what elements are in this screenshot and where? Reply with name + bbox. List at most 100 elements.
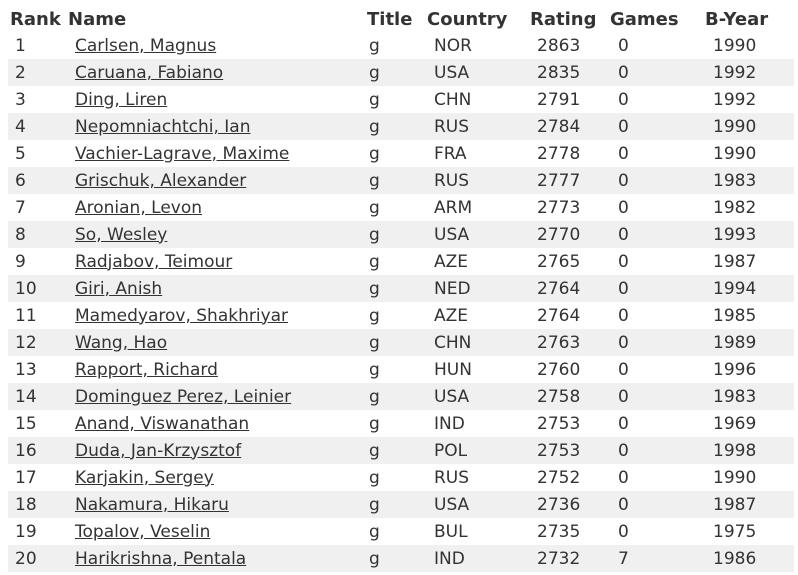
games-cell: 0 bbox=[618, 35, 629, 56]
title-cell: g bbox=[369, 413, 380, 434]
table-row: 5 Vachier-Lagrave, Maxime g FRA 2778 0 1990 bbox=[8, 140, 794, 167]
table-row: 20 Harikrishna, Pentala g IND 2732 7 1986 bbox=[8, 545, 794, 572]
country-cell: RUS bbox=[434, 116, 470, 137]
player-name-cell: Radjabov, Teimour bbox=[68, 248, 365, 275]
country-cell: ARM bbox=[434, 197, 473, 218]
title-cell: g bbox=[369, 62, 380, 83]
player-name-link[interactable]: Nakamura, Hikaru bbox=[75, 494, 229, 515]
title-cell: g bbox=[369, 548, 380, 569]
player-name-cell: Rapport, Richard bbox=[68, 356, 365, 383]
rank-cell: 3 bbox=[15, 89, 26, 110]
rating-cell: 2760 bbox=[537, 359, 581, 380]
player-name-cell: Wang, Hao bbox=[68, 329, 365, 356]
player-name-link[interactable]: Radjabov, Teimour bbox=[75, 251, 233, 272]
player-name-link[interactable]: Nepomniachtchi, Ian bbox=[75, 116, 251, 137]
title-cell: g bbox=[369, 89, 380, 110]
birth-year-cell: 1969 bbox=[713, 413, 757, 434]
player-name-link[interactable]: Dominguez Perez, Leinier bbox=[75, 386, 292, 407]
rating-cell: 2835 bbox=[537, 62, 581, 83]
player-name-cell: Aronian, Levon bbox=[68, 194, 365, 221]
player-name-cell: Karjakin, Sergey bbox=[68, 464, 365, 491]
rating-cell: 2791 bbox=[537, 89, 581, 110]
rank-cell: 4 bbox=[15, 116, 26, 137]
player-name-link[interactable]: Vachier-Lagrave, Maxime bbox=[75, 143, 290, 164]
rank-cell: 19 bbox=[15, 521, 37, 542]
player-name-link[interactable]: Duda, Jan-Krzysztof bbox=[75, 440, 242, 461]
table-row: 7 Aronian, Levon g ARM 2773 0 1982 bbox=[8, 194, 794, 221]
games-cell: 0 bbox=[618, 62, 629, 83]
country-cell: USA bbox=[434, 224, 470, 245]
column-header-name[interactable]: Name bbox=[68, 8, 127, 30]
games-cell: 0 bbox=[618, 197, 629, 218]
player-name-link[interactable]: Grischuk, Alexander bbox=[75, 170, 247, 191]
player-name-cell: Ding, Liren bbox=[68, 86, 365, 113]
player-name-link[interactable]: Rapport, Richard bbox=[75, 359, 218, 380]
birth-year-cell: 1989 bbox=[713, 332, 757, 353]
table-row: 3 Ding, Liren g CHN 2791 0 1992 bbox=[8, 86, 794, 113]
birth-year-cell: 1992 bbox=[713, 89, 757, 110]
title-cell: g bbox=[369, 467, 380, 488]
rank-cell: 8 bbox=[15, 224, 26, 245]
games-cell: 0 bbox=[618, 332, 629, 353]
column-header-rank[interactable]: Rank bbox=[10, 8, 61, 30]
rank-cell: 1 bbox=[15, 35, 26, 56]
player-name-link[interactable]: Caruana, Fabiano bbox=[75, 62, 224, 83]
rating-cell: 2752 bbox=[537, 467, 581, 488]
country-cell: CHN bbox=[434, 89, 472, 110]
title-cell: g bbox=[369, 197, 380, 218]
player-name-link[interactable]: Topalov, Veselin bbox=[75, 521, 211, 542]
title-cell: g bbox=[369, 305, 380, 326]
country-cell: AZE bbox=[434, 305, 469, 326]
birth-year-cell: 1990 bbox=[713, 467, 757, 488]
title-cell: g bbox=[369, 224, 380, 245]
games-cell: 0 bbox=[618, 467, 629, 488]
games-cell: 0 bbox=[618, 413, 629, 434]
rating-cell: 2773 bbox=[537, 197, 581, 218]
player-name-link[interactable]: Aronian, Levon bbox=[75, 197, 203, 218]
table-row: 1 Carlsen, Magnus g NOR 2863 0 1990 bbox=[8, 32, 794, 59]
column-header-games[interactable]: Games bbox=[610, 8, 679, 30]
rank-cell: 11 bbox=[15, 305, 37, 326]
country-cell: IND bbox=[434, 413, 465, 434]
country-cell: IND bbox=[434, 548, 465, 569]
player-name-cell: Caruana, Fabiano bbox=[68, 59, 365, 86]
games-cell: 0 bbox=[618, 305, 629, 326]
title-cell: g bbox=[369, 170, 380, 191]
player-name-link[interactable]: Karjakin, Sergey bbox=[75, 467, 214, 488]
player-name-cell: Vachier-Lagrave, Maxime bbox=[68, 140, 365, 167]
table-row: 9 Radjabov, Teimour g AZE 2765 0 1987 bbox=[8, 248, 794, 275]
column-header-title[interactable]: Title bbox=[367, 8, 413, 30]
title-cell: g bbox=[369, 251, 380, 272]
rating-cell: 2765 bbox=[537, 251, 581, 272]
column-header-country[interactable]: Country bbox=[427, 8, 508, 30]
country-cell: HUN bbox=[434, 359, 472, 380]
country-cell: BUL bbox=[434, 521, 468, 542]
rank-cell: 2 bbox=[15, 62, 26, 83]
country-cell: RUS bbox=[434, 467, 470, 488]
rank-cell: 5 bbox=[15, 143, 26, 164]
rank-cell: 10 bbox=[15, 278, 37, 299]
player-name-link[interactable]: Ding, Liren bbox=[75, 89, 168, 110]
player-name-link[interactable]: Wang, Hao bbox=[75, 332, 168, 353]
table-row: 12 Wang, Hao g CHN 2763 0 1989 bbox=[8, 329, 794, 356]
column-header-byear[interactable]: B-Year bbox=[705, 8, 769, 30]
player-name-link[interactable]: Anand, Viswanathan bbox=[75, 413, 250, 434]
player-name-link[interactable]: Mamedyarov, Shakhriyar bbox=[75, 305, 289, 326]
games-cell: 7 bbox=[618, 548, 629, 569]
rating-cell: 2753 bbox=[537, 440, 581, 461]
table-row: 15 Anand, Viswanathan g IND 2753 0 1969 bbox=[8, 410, 794, 437]
birth-year-cell: 1990 bbox=[713, 35, 757, 56]
birth-year-cell: 1982 bbox=[713, 197, 757, 218]
player-name-link[interactable]: Carlsen, Magnus bbox=[75, 35, 217, 56]
title-cell: g bbox=[369, 116, 380, 137]
rating-cell: 2763 bbox=[537, 332, 581, 353]
player-name-link[interactable]: So, Wesley bbox=[75, 224, 168, 245]
rating-cell: 2753 bbox=[537, 413, 581, 434]
player-name-link[interactable]: Giri, Anish bbox=[75, 278, 163, 299]
column-header-rating[interactable]: Rating bbox=[530, 8, 597, 30]
birth-year-cell: 1987 bbox=[713, 251, 757, 272]
title-cell: g bbox=[369, 386, 380, 407]
birth-year-cell: 1994 bbox=[713, 278, 757, 299]
rating-cell: 2778 bbox=[537, 143, 581, 164]
player-name-link[interactable]: Harikrishna, Pentala bbox=[75, 548, 247, 569]
